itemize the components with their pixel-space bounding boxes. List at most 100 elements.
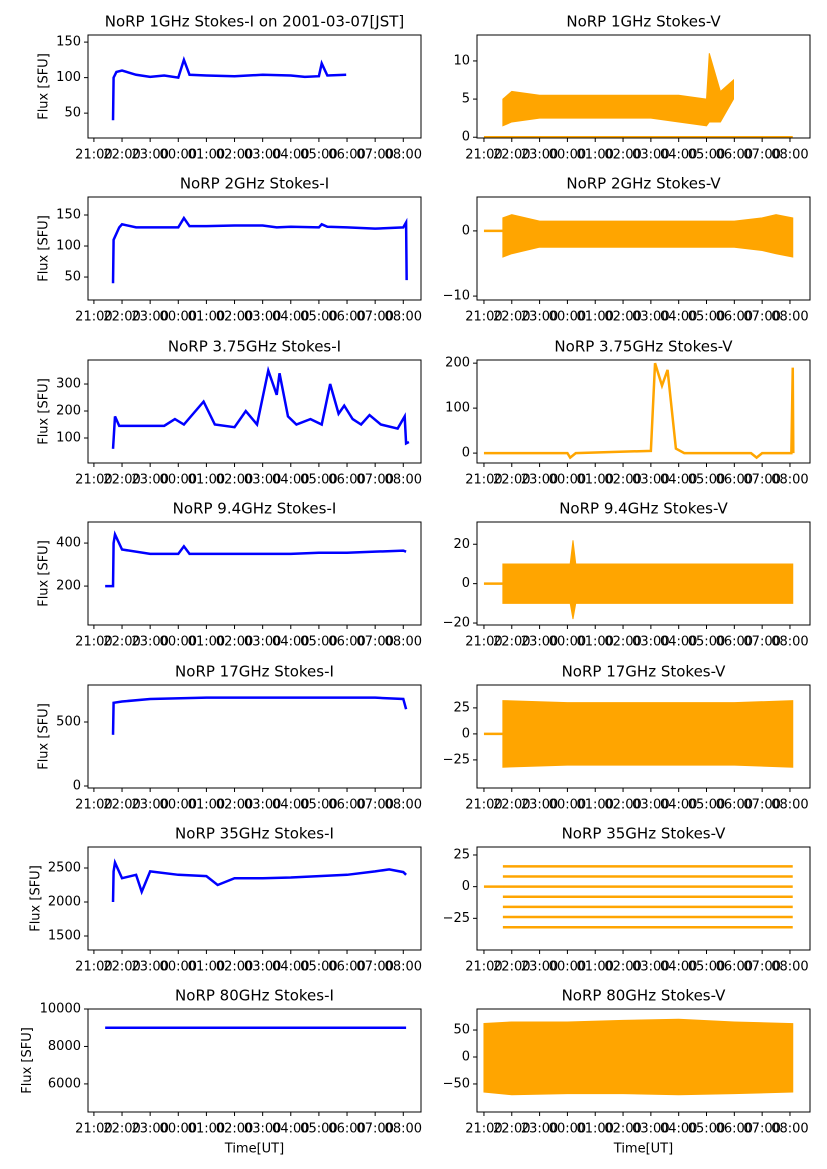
x-tick-label: 00:00 <box>160 1122 197 1137</box>
x-tick-label: 05:00 <box>688 1122 725 1137</box>
band <box>502 214 794 258</box>
y-axis-label: Flux [SFU] <box>37 378 52 445</box>
x-tick-label: 07:00 <box>356 635 393 650</box>
chart-title: NoRP 3.75GHz Stokes-I <box>168 338 341 356</box>
y-tick-label: 100 <box>56 70 81 85</box>
x-tick-label: 01:00 <box>576 1122 613 1137</box>
y-tick-label: 5 <box>462 92 470 107</box>
plot-frame <box>476 34 811 139</box>
x-tick-label: 08:00 <box>385 1122 422 1137</box>
x-tick-label: 08:00 <box>385 960 422 975</box>
line <box>483 362 795 460</box>
y-tick-label: −10 <box>443 289 470 304</box>
y-tick-label: −20 <box>443 616 470 631</box>
x-tick-label: 03:00 <box>632 960 669 975</box>
x-tick-label: 07:00 <box>356 473 393 488</box>
x-tick-label: 08:00 <box>771 310 808 325</box>
x-tick-label: 03:00 <box>632 473 669 488</box>
plot-frame <box>87 1008 422 1113</box>
x-tick-label: 08:00 <box>385 148 422 163</box>
line <box>111 858 407 903</box>
x-tick-label: 05:00 <box>688 960 725 975</box>
x-tick-label: 05:00 <box>688 473 725 488</box>
x-tick-label: 03:00 <box>632 798 669 813</box>
x-tick-label: 01:00 <box>576 310 613 325</box>
x-tick-label: 04:00 <box>272 635 309 650</box>
x-tick-label: 21:00 <box>75 473 112 488</box>
x-tick-label: 02:00 <box>216 1122 253 1137</box>
y-axis-label: Flux [SFU] <box>37 53 52 120</box>
x-tick-label: 02:00 <box>216 635 253 650</box>
plot-frame <box>87 359 422 464</box>
plot-frame <box>87 196 422 301</box>
x-tick-label: 04:00 <box>272 1122 309 1137</box>
x-tick-label: 06:00 <box>716 473 753 488</box>
x-tick-label: 22:00 <box>103 310 140 325</box>
chart-title: NoRP 17GHz Stokes-I <box>175 663 334 681</box>
y-axis-label: Flux [SFU] <box>28 865 43 932</box>
x-tick-label: 04:00 <box>272 310 309 325</box>
x-tick-label: 08:00 <box>771 960 808 975</box>
x-tick-label: 21:00 <box>75 798 112 813</box>
x-tick-label: 21:00 <box>465 635 502 650</box>
x-tick-label: 00:00 <box>549 798 586 813</box>
x-tick-label: 21:00 <box>465 148 502 163</box>
x-tick-label: 23:00 <box>131 635 168 650</box>
y-tick-label: 0 <box>462 223 470 238</box>
x-tick-label: 01:00 <box>188 310 225 325</box>
x-tick-label: 00:00 <box>549 1122 586 1137</box>
x-tick-label: 07:00 <box>743 148 780 163</box>
x-tick-label: 00:00 <box>549 473 586 488</box>
x-tick-label: 02:00 <box>604 473 641 488</box>
x-tick-label: 08:00 <box>385 310 422 325</box>
x-tick-label: 06:00 <box>716 635 753 650</box>
chart-title: NoRP 1GHz Stokes-V <box>566 13 721 31</box>
band <box>483 1018 794 1096</box>
x-tick-label: 02:00 <box>604 1122 641 1137</box>
x-tick-label: 00:00 <box>160 473 197 488</box>
x-tick-label: 21:00 <box>465 960 502 975</box>
y-tick-label: 25 <box>453 700 470 715</box>
plot-frame <box>476 684 811 789</box>
x-tick-label: 23:00 <box>521 635 558 650</box>
x-tick-label: 23:00 <box>131 1122 168 1137</box>
x-tick-label: 07:00 <box>743 310 780 325</box>
x-tick-label: 07:00 <box>743 1122 780 1137</box>
band <box>502 700 794 768</box>
x-tick-label: 08:00 <box>771 635 808 650</box>
y-tick-label: 100 <box>56 431 81 446</box>
y-tick-label: 2500 <box>48 861 81 876</box>
x-tick-label: 21:00 <box>75 148 112 163</box>
line <box>105 530 407 588</box>
x-tick-label: 23:00 <box>521 960 558 975</box>
plot-frame <box>87 846 422 951</box>
line <box>111 696 408 735</box>
x-tick-label: 03:00 <box>632 148 669 163</box>
chart-title: NoRP 2GHz Stokes-I <box>180 175 329 193</box>
x-tick-label: 22:00 <box>493 1122 530 1137</box>
chart-title: NoRP 2GHz Stokes-V <box>566 175 721 193</box>
x-tick-label: 02:00 <box>604 310 641 325</box>
y-tick-label: 0 <box>462 879 470 894</box>
x-tick-label: 04:00 <box>660 1122 697 1137</box>
x-tick-label: 22:00 <box>493 310 530 325</box>
x-tick-label: 23:00 <box>521 148 558 163</box>
x-tick-label: 02:00 <box>604 148 641 163</box>
x-tick-label: 06:00 <box>328 148 365 163</box>
y-axis-label: Flux [SFU] <box>37 540 52 607</box>
x-tick-label: 02:00 <box>604 960 641 975</box>
y-tick-label: 1500 <box>48 928 81 943</box>
x-tick-label: 05:00 <box>300 798 337 813</box>
x-tick-label: 08:00 <box>385 798 422 813</box>
band <box>502 540 794 620</box>
plot-frame <box>476 196 811 301</box>
chart-title: NoRP 17GHz Stokes-V <box>562 663 727 681</box>
x-tick-label: 03:00 <box>632 635 669 650</box>
x-tick-label: 06:00 <box>328 635 365 650</box>
y-tick-label: 50 <box>64 270 81 285</box>
x-tick-label: 01:00 <box>576 635 613 650</box>
x-tick-label: 01:00 <box>576 798 613 813</box>
x-tick-label: 02:00 <box>604 635 641 650</box>
x-tick-label: 00:00 <box>160 635 197 650</box>
